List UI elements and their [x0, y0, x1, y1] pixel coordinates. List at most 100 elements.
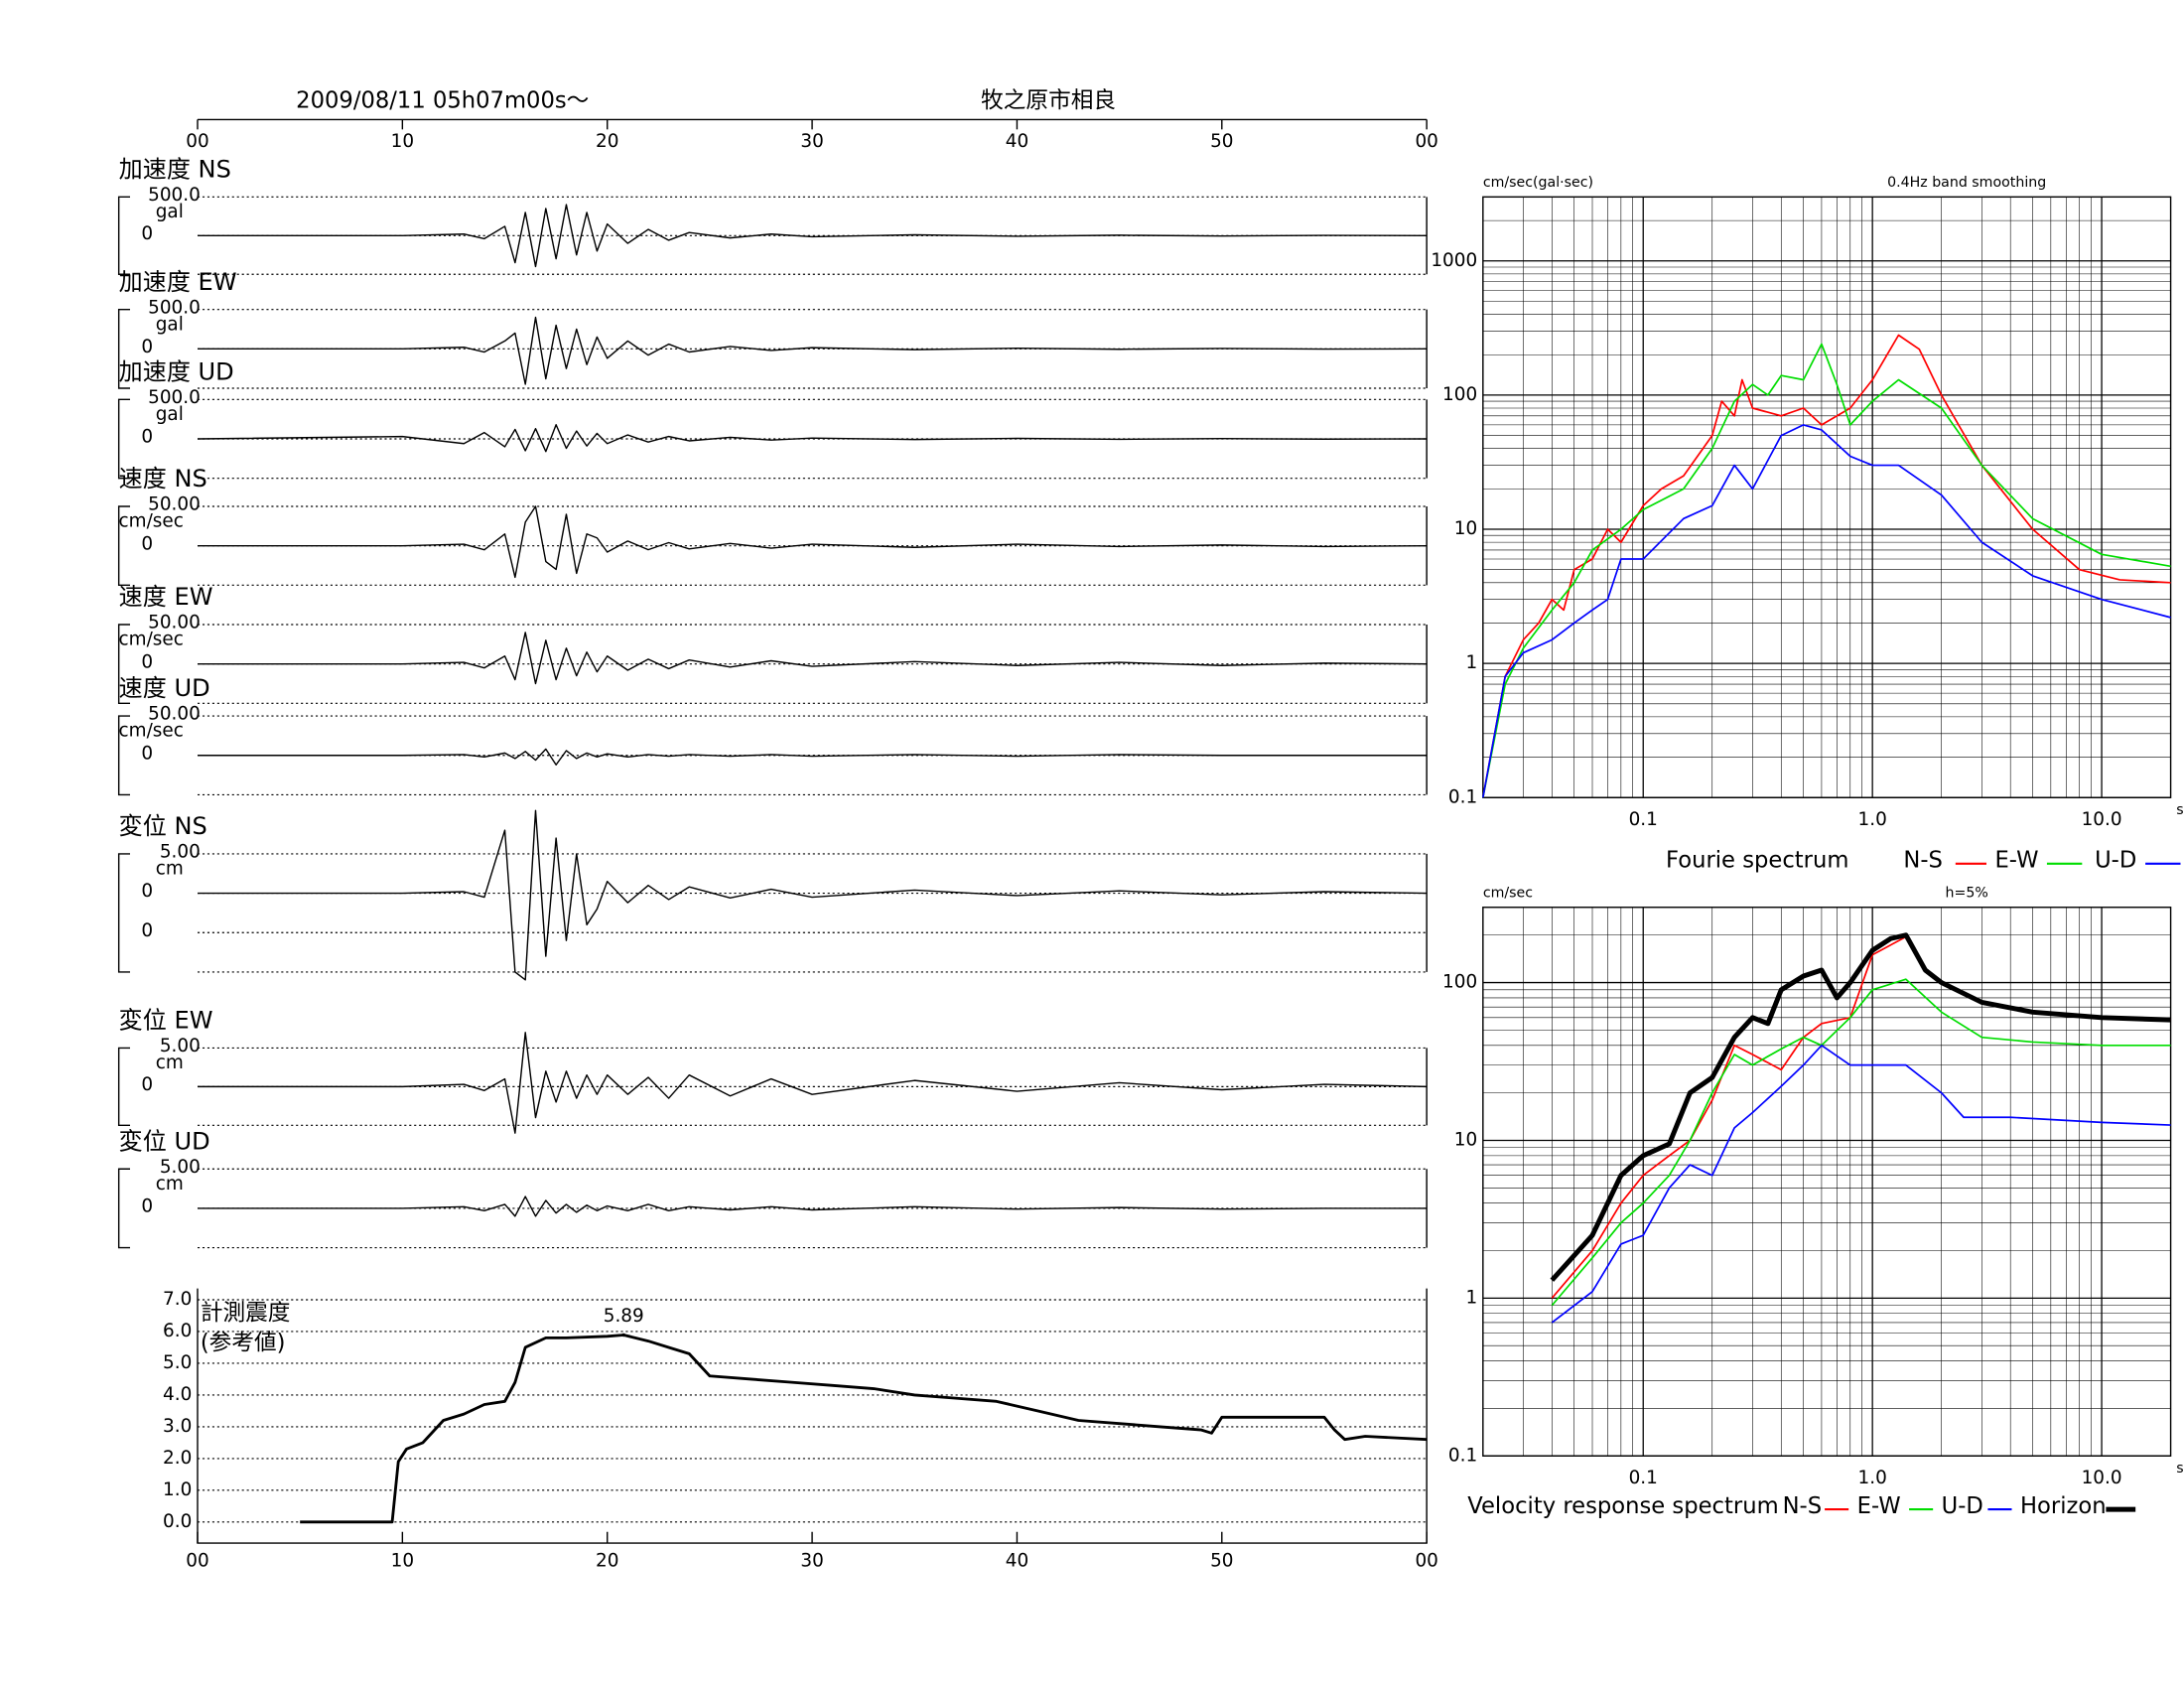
waveform-trace: [198, 632, 1428, 685]
y-tick-label: 3.0: [163, 1416, 192, 1437]
x-tick-label: 10: [391, 131, 414, 152]
y-tick-label: 0: [141, 223, 153, 244]
y-tick-label: 1.0: [163, 1479, 192, 1500]
y-tick-label: 100: [1442, 972, 1477, 993]
waveform-trace: [198, 204, 1428, 268]
y-tick-label: 5.0: [163, 1352, 192, 1373]
y-axis-label: cm/sec(gal·sec): [1483, 175, 1593, 191]
y-tick-label: 0: [141, 1074, 153, 1095]
y-tick-label: 0: [141, 881, 153, 902]
waveform-trace: [198, 505, 1428, 579]
unit-label: cm: [156, 859, 184, 880]
x-tick-label: 10: [391, 1551, 414, 1572]
x-tick-label: 50: [1210, 1551, 1233, 1572]
spectrum-line: [1481, 334, 2171, 798]
y-tick-label: 2.0: [163, 1448, 192, 1469]
y-tick-label: 1: [1465, 652, 1477, 673]
y-tick-label: 0: [141, 920, 153, 941]
x-axis-unit: sec: [2176, 802, 2184, 818]
y-tick-label: 50.00: [148, 613, 201, 633]
spectrum-line: [1551, 978, 2171, 1307]
y-tick-label: 0: [141, 651, 153, 672]
y-tick-label: 5.00: [160, 1036, 201, 1056]
y-tick-label: 7.0: [163, 1289, 192, 1310]
y-tick-label: 0: [141, 743, 153, 764]
y-tick-label: 0: [141, 1196, 153, 1217]
x-tick-label: 30: [800, 1551, 823, 1572]
y-tick-label: 50.00: [148, 704, 201, 725]
legend-label: E-W: [1857, 1493, 1901, 1519]
panel-title: 変位 NS: [119, 812, 207, 840]
x-tick-label: 30: [800, 131, 823, 152]
legend-label: N-S: [1783, 1493, 1823, 1519]
unit-label: cm: [156, 1174, 184, 1195]
plot-frame: [1482, 907, 2172, 1457]
x-tick-label: 40: [1006, 131, 1028, 152]
unit-label: gal: [156, 314, 184, 335]
panel-title: 速度 EW: [119, 583, 213, 611]
x-tick-label: 00: [1415, 131, 1437, 152]
unit-label: cm: [156, 1053, 184, 1073]
y-tick-label: 0: [141, 533, 153, 554]
unit-label: gal: [156, 202, 184, 222]
legend-label: E-W: [1995, 848, 2039, 874]
y-tick-label: 5.00: [160, 1157, 201, 1178]
panel-frame: [117, 853, 1428, 973]
waveform-trace: [198, 748, 1428, 766]
panel-title: 加速度 UD: [119, 357, 234, 385]
legend-label: U-D: [2095, 848, 2136, 874]
x-axis-unit: sec: [2176, 1461, 2184, 1477]
y-tick-label: 0: [141, 337, 153, 357]
y-tick-label: 500.0: [148, 297, 201, 318]
station-name: 牧之原市相良: [981, 88, 1116, 114]
x-tick-label: 1.0: [1858, 809, 1887, 830]
x-tick-label: 00: [186, 131, 208, 152]
y-tick-label: 100: [1442, 384, 1477, 405]
record-datetime: 2009/08/11 05h07m00s〜: [296, 88, 589, 114]
unit-label: gal: [156, 404, 184, 425]
waveform-trace: [198, 1032, 1428, 1134]
x-tick-label: 00: [1415, 1551, 1437, 1572]
spectrum-line: [1481, 424, 2171, 798]
x-tick-label: 20: [596, 131, 618, 152]
y-tick-label: 6.0: [163, 1321, 192, 1341]
y-tick-label: 10: [1454, 518, 1477, 539]
peak-marker: [621, 1333, 625, 1337]
waveform-trace: [197, 424, 1428, 453]
x-tick-label: 00: [186, 1551, 208, 1572]
x-tick-label: 40: [1006, 1551, 1028, 1572]
unit-label: cm/sec: [119, 511, 184, 532]
y-tick-label: 1000: [1431, 250, 1477, 271]
spectrum-line: [1551, 1044, 2171, 1324]
y-tick-label: 1: [1465, 1287, 1477, 1308]
y-tick-label: 4.0: [163, 1384, 192, 1405]
panel-title: 加速度 NS: [119, 155, 231, 183]
chart-note: 0.4Hz band smoothing: [1887, 175, 2046, 191]
spectrum-line: [1550, 932, 2171, 1282]
x-tick-label: 20: [596, 1551, 618, 1572]
y-tick-label: 500.0: [148, 387, 201, 408]
unit-label: cm/sec: [119, 630, 184, 650]
y-tick-label: 0: [141, 427, 153, 448]
y-tick-label: 500.0: [148, 185, 201, 206]
chart-note: h=5%: [1946, 886, 1988, 902]
y-tick-label: 0.0: [163, 1511, 192, 1532]
waveform-trace: [198, 1196, 1428, 1217]
y-tick-label: 0.1: [1448, 786, 1477, 807]
waveform-trace: [198, 809, 1428, 981]
legend-label: N-S: [1903, 848, 1943, 874]
x-tick-label: 0.1: [1629, 1468, 1658, 1488]
legend-title: Velocity response spectrum: [1467, 1493, 1778, 1519]
y-axis-label: cm/sec: [1483, 886, 1533, 902]
panel-title: 変位 UD: [119, 1127, 210, 1155]
x-tick-label: 0.1: [1629, 809, 1658, 830]
spectrum-line: [1481, 343, 2171, 798]
legend-label: U-D: [1942, 1493, 1983, 1519]
chart-title: 計測震度: [201, 1301, 291, 1327]
panel-title: 変位 EW: [119, 1007, 213, 1035]
plot-frame: [1482, 196, 2172, 798]
peak-label: 5.89: [604, 1306, 644, 1327]
legend-label: Horizon: [2020, 1493, 2107, 1519]
